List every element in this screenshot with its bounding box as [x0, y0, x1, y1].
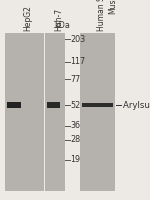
Bar [65, 33, 80, 191]
Text: 36: 36 [70, 121, 80, 130]
Bar [4, 33, 44, 191]
Bar [47, 102, 60, 108]
Text: 117: 117 [70, 58, 85, 66]
Bar [80, 33, 115, 191]
Bar [45, 33, 64, 191]
Text: HepG2: HepG2 [23, 5, 32, 31]
Text: kDa: kDa [54, 21, 70, 30]
Text: 28: 28 [70, 136, 80, 144]
Text: Arylsulfatase B: Arylsulfatase B [123, 100, 150, 110]
Text: Human Skeletal
Muscle: Human Skeletal Muscle [98, 0, 117, 31]
Text: 203: 203 [70, 34, 85, 44]
Text: 52: 52 [70, 100, 80, 110]
Bar [82, 103, 112, 107]
Text: Huh-7: Huh-7 [55, 8, 64, 31]
Text: 19: 19 [70, 156, 80, 164]
Bar [7, 102, 21, 108]
Text: 77: 77 [70, 74, 80, 84]
